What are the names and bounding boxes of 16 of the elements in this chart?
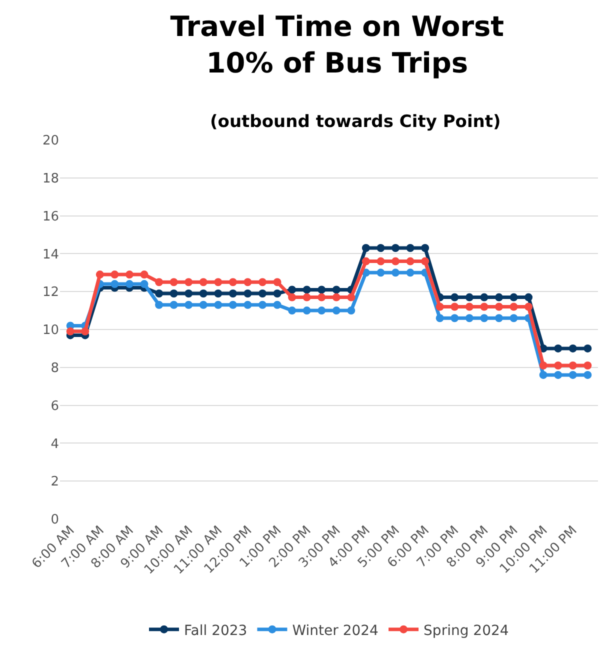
y-tick-label: 14 bbox=[42, 247, 59, 262]
y-tick-label: 2 bbox=[50, 474, 59, 490]
legend-label: Spring 2024 bbox=[424, 622, 509, 639]
y-tick-label: 18 bbox=[42, 171, 59, 186]
y-tick-label: 20 bbox=[42, 134, 59, 149]
y-tick-label: 10 bbox=[42, 323, 59, 338]
legend-label: Fall 2023 bbox=[184, 622, 248, 639]
chart-title: Travel Time on Worst 10% of Bus Trips bbox=[170, 10, 504, 80]
y-tick-label: 0 bbox=[50, 512, 59, 528]
y-tick-label: 16 bbox=[42, 209, 59, 224]
chart-subtitle: (outbound towards City Point) bbox=[210, 112, 501, 132]
y-tick-label: 12 bbox=[42, 285, 59, 300]
y-tick-label: 8 bbox=[50, 360, 59, 376]
legend-label: Winter 2024 bbox=[292, 622, 379, 639]
y-tick-label: 4 bbox=[50, 436, 59, 452]
y-tick-label: 6 bbox=[50, 398, 59, 414]
